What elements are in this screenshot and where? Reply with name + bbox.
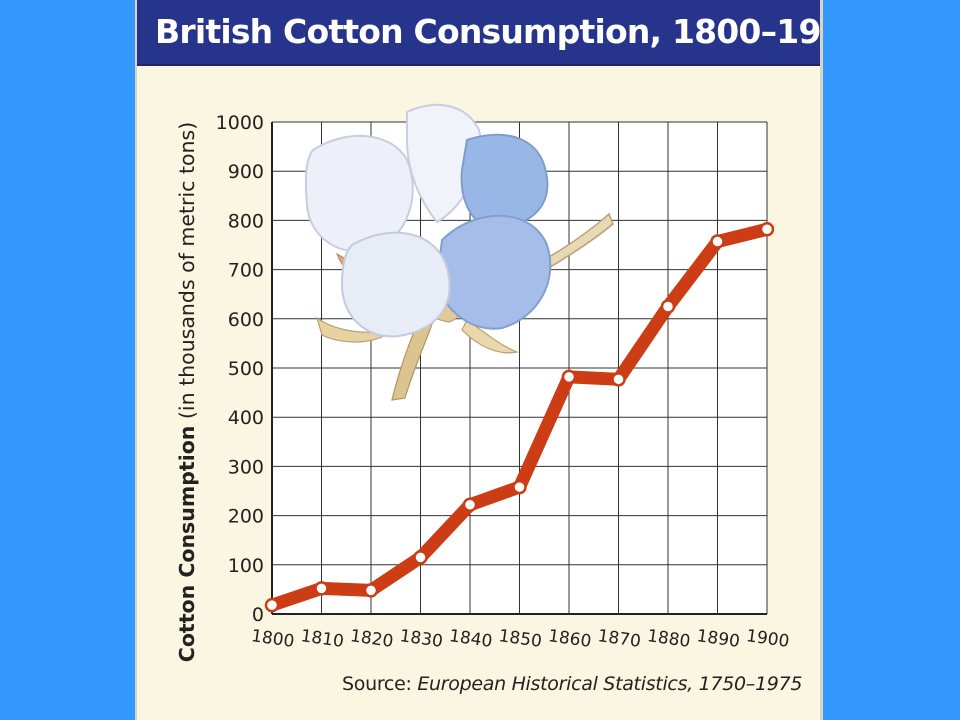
- x-tick-label: 1850: [497, 626, 543, 652]
- x-tick-label: 1900: [745, 626, 791, 652]
- source-title: European Historical Statistics, 1750–197…: [417, 673, 803, 695]
- source-note: Source: European Historical Statistics, …: [342, 673, 802, 695]
- y-axis-label: Cotton Consumption (in thousands of metr…: [175, 122, 199, 662]
- data-point: [264, 597, 280, 613]
- x-tick-label: 1840: [448, 626, 494, 652]
- x-tick-label: 1800: [250, 626, 296, 652]
- data-point: [710, 234, 725, 249]
- y-tick-label: 900: [228, 161, 264, 183]
- y-tick-label: 800: [228, 210, 264, 232]
- x-tick-labels: 1800 1810 1820 1830 1840 1850 1860 1870 1880 1890…: [250, 626, 791, 652]
- source-prefix: Source:: [342, 673, 418, 695]
- data-point: [759, 222, 775, 237]
- data-point: [314, 581, 329, 596]
- x-tick-label: 1810: [299, 626, 345, 652]
- y-tick-label: 600: [228, 309, 264, 331]
- x-tick-label: 1880: [646, 626, 692, 652]
- x-tick-label: 1820: [349, 626, 395, 652]
- data-point: [363, 583, 379, 598]
- y-tick-labels: 0 100 200 300 400 500 600 700 800 900 1000: [216, 112, 264, 626]
- chart-title: British Cotton Consumption, 1800–1900: [155, 12, 823, 51]
- y-tick-label: 400: [228, 407, 264, 429]
- y-tick-label: 200: [228, 506, 264, 528]
- data-series: [264, 222, 775, 613]
- x-tick-label: 1890: [695, 626, 741, 652]
- data-point: [660, 299, 676, 314]
- x-tick-label: 1860: [547, 626, 593, 652]
- y-tick-label: 700: [228, 260, 264, 282]
- line-chart: 0 100 200 300 400 500 600 700 800 900 1000 1800 181…: [175, 103, 791, 662]
- y-tick-label: 1000: [216, 112, 264, 134]
- cotton-boll-illustration: [304, 103, 614, 401]
- data-point: [561, 369, 577, 385]
- y-tick-label: 100: [228, 555, 264, 577]
- data-point: [512, 479, 527, 495]
- y-tick-label: 300: [228, 456, 264, 478]
- x-tick-label: 1830: [398, 626, 444, 652]
- x-tick-label: 1870: [596, 626, 642, 652]
- data-point: [413, 550, 428, 565]
- data-point: [462, 497, 478, 513]
- y-tick-label: 500: [228, 358, 264, 380]
- data-point: [611, 372, 626, 387]
- y-tick-label: 0: [252, 604, 264, 626]
- title-bar: British Cotton Consumption, 1800–1900: [137, 0, 820, 66]
